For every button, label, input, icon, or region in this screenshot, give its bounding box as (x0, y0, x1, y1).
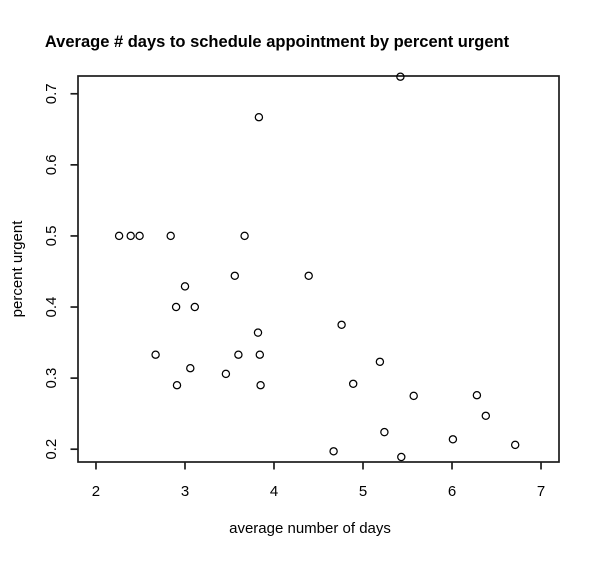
y-tick-label: 0.7 (43, 83, 60, 104)
data-point (472, 390, 482, 400)
data-point (180, 282, 190, 291)
data-point (348, 379, 358, 389)
data-point (396, 72, 405, 81)
x-axis-label: average number of days (229, 520, 391, 537)
data-point (337, 320, 346, 330)
x-tick-label: 2 (92, 483, 100, 500)
y-tick-label: 0.2 (43, 439, 60, 460)
data-point (151, 350, 160, 359)
data-point (510, 440, 520, 450)
data-point (375, 357, 385, 367)
data-point (256, 380, 265, 390)
data-point (172, 380, 182, 390)
x-tick-label: 3 (181, 483, 189, 500)
x-tick-label: 7 (537, 483, 545, 500)
y-tick-label: 0.5 (43, 226, 60, 247)
y-axis-label: percent urgent (9, 220, 26, 318)
data-point (230, 271, 240, 281)
data-point (171, 302, 181, 312)
y-tick-label: 0.6 (43, 154, 60, 175)
plot-box (77, 75, 560, 463)
data-points-layer (114, 72, 520, 462)
data-point (114, 231, 124, 241)
data-point (448, 435, 458, 444)
y-tick-label: 0.3 (43, 368, 60, 389)
y-tick-label: 0.4 (43, 297, 60, 318)
data-point (304, 271, 313, 281)
data-point (380, 427, 389, 437)
data-point (186, 363, 195, 373)
axes-layer: 2 3 4 5 6 7 0.2 0.3 0.4 0.5 0.6 0.7 (43, 83, 545, 500)
chart-title: Average # days to schedule appointment b… (45, 33, 510, 51)
data-point (126, 231, 135, 241)
data-point (255, 350, 265, 359)
data-point (254, 112, 264, 122)
data-point (409, 391, 418, 401)
x-tick-label: 4 (270, 483, 278, 500)
data-point (135, 231, 144, 241)
data-point (253, 328, 263, 337)
data-point (190, 302, 200, 312)
data-point (234, 350, 243, 359)
data-point (397, 452, 406, 462)
data-point (329, 447, 338, 456)
data-point (481, 411, 491, 421)
x-tick-label: 5 (359, 483, 367, 500)
x-tick-label: 6 (448, 483, 456, 500)
data-point (221, 369, 231, 379)
data-point (240, 231, 249, 241)
data-point (166, 231, 175, 241)
